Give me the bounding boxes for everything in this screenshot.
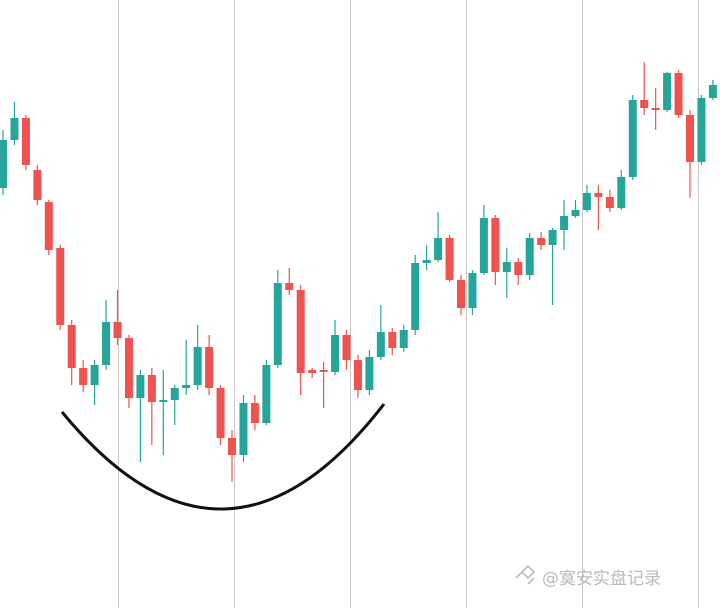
candle-body bbox=[170, 388, 179, 400]
candle-body bbox=[113, 322, 122, 338]
candle-body bbox=[560, 216, 569, 230]
candle-body bbox=[216, 388, 225, 438]
candle-body bbox=[651, 108, 660, 110]
candle-body bbox=[228, 438, 236, 455]
candle-body bbox=[136, 375, 145, 398]
candle-body bbox=[56, 248, 65, 325]
candle-body bbox=[285, 283, 294, 290]
candle-body bbox=[250, 403, 259, 423]
candle-body bbox=[159, 400, 168, 402]
candle-body bbox=[319, 370, 328, 372]
candle-body bbox=[365, 357, 374, 390]
candle-body bbox=[502, 262, 511, 272]
candle-body bbox=[571, 210, 580, 216]
candle-body bbox=[514, 262, 523, 275]
candle-body bbox=[124, 338, 133, 398]
candle-body bbox=[67, 325, 76, 368]
candle-body bbox=[79, 368, 88, 385]
candle-body bbox=[399, 330, 408, 348]
candle-body bbox=[273, 283, 282, 365]
candle-body bbox=[331, 335, 340, 372]
candle-body bbox=[479, 218, 488, 273]
watermark: @寞安实盘记录 bbox=[542, 569, 661, 589]
candles bbox=[0, 62, 717, 482]
candle-body bbox=[376, 332, 385, 357]
candle-body bbox=[422, 260, 431, 263]
candle-body bbox=[0, 140, 7, 188]
candle-body bbox=[296, 290, 305, 373]
candle-body bbox=[457, 280, 465, 308]
candle-body bbox=[411, 263, 420, 330]
candle-body bbox=[582, 193, 591, 210]
candle-body bbox=[686, 115, 694, 162]
candle-body bbox=[102, 322, 111, 365]
candle-body bbox=[663, 73, 672, 110]
candle-body bbox=[468, 273, 477, 308]
candle-body bbox=[537, 238, 546, 245]
candle-body bbox=[640, 100, 649, 108]
candle-body bbox=[308, 370, 317, 373]
candle-body bbox=[674, 73, 683, 115]
bottom-curve bbox=[60, 403, 386, 511]
candle-body bbox=[525, 238, 534, 275]
candle-body bbox=[33, 170, 42, 200]
candle-body bbox=[617, 177, 626, 208]
candle-body bbox=[193, 347, 202, 385]
candle-body bbox=[10, 118, 19, 140]
candle-body bbox=[44, 202, 53, 250]
candle-body bbox=[147, 375, 156, 402]
candle-body bbox=[605, 197, 614, 208]
grid bbox=[118, 0, 699, 608]
candle-body bbox=[445, 238, 454, 280]
candle-body bbox=[388, 332, 397, 348]
candle-body bbox=[708, 85, 717, 98]
candle-body bbox=[90, 365, 99, 385]
candle-body bbox=[21, 118, 30, 165]
candle-body bbox=[491, 218, 500, 272]
watermark-icon bbox=[515, 564, 536, 585]
candle-body bbox=[205, 347, 214, 388]
candle-body bbox=[353, 360, 362, 390]
candle-body bbox=[434, 238, 443, 260]
candle-body bbox=[697, 98, 706, 162]
candle-body bbox=[594, 193, 603, 197]
candle-body bbox=[182, 385, 191, 388]
candle-body bbox=[239, 403, 248, 455]
candle-body bbox=[262, 365, 271, 423]
candle-body bbox=[548, 230, 557, 245]
candle-body bbox=[342, 335, 351, 360]
candle-body bbox=[628, 100, 637, 177]
